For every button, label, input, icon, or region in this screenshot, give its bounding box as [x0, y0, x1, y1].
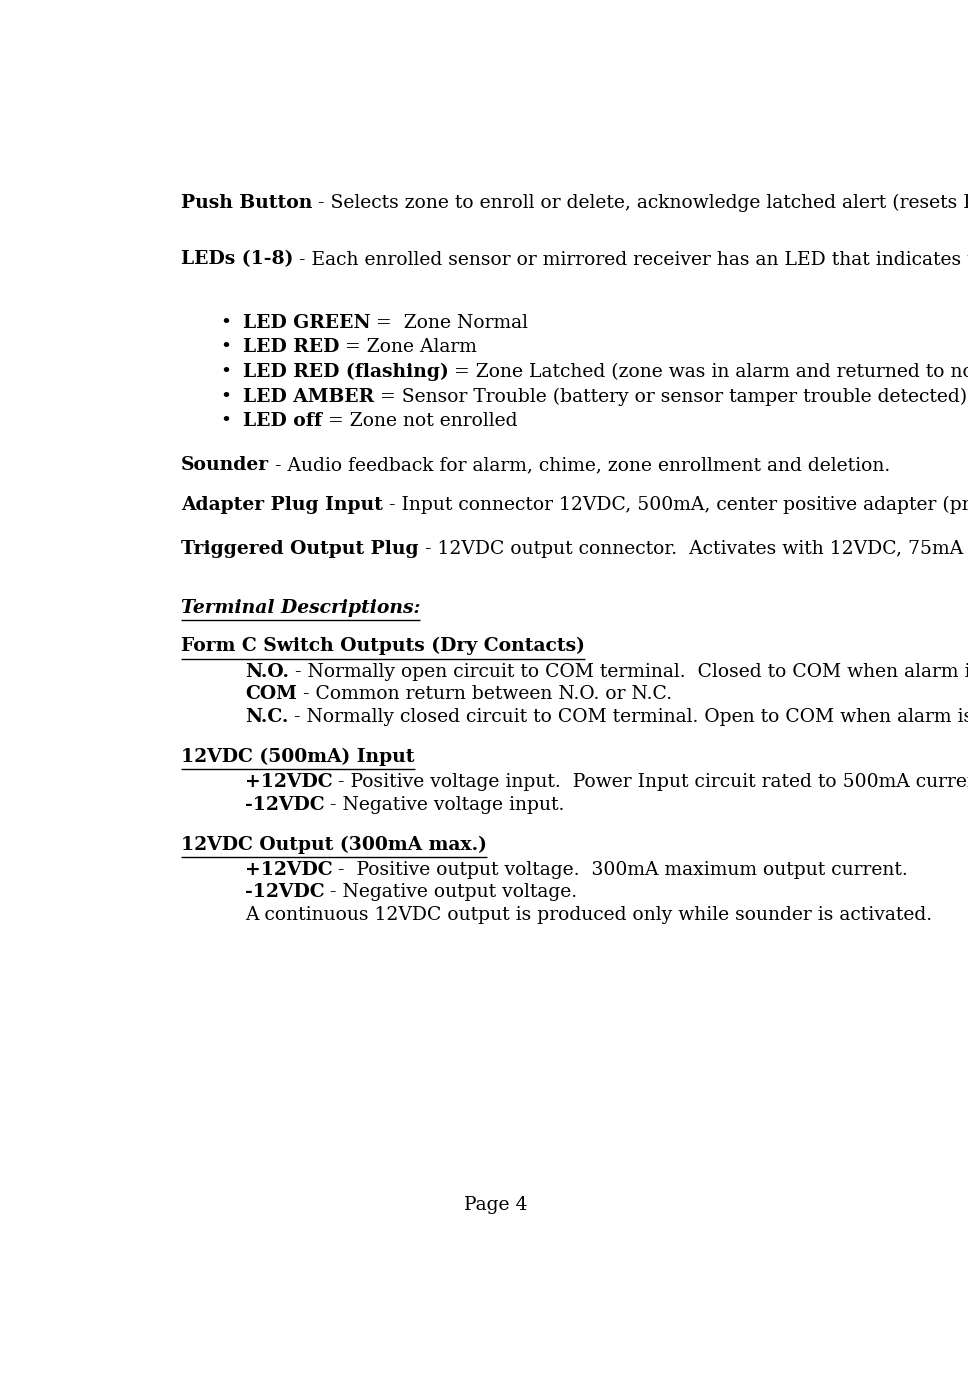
Text: = Zone not enrolled: = Zone not enrolled — [321, 412, 517, 430]
Text: - Selects zone to enroll or delete, acknowledge latched alert (resets LED to GRE: - Selects zone to enroll or delete, ackn… — [313, 193, 968, 211]
Text: LED off: LED off — [243, 412, 321, 430]
Text: Sounder: Sounder — [181, 456, 269, 474]
Text: - Negative output voltage.: - Negative output voltage. — [324, 883, 578, 901]
Text: -  Positive output voltage.  300mA maximum output current.: - Positive output voltage. 300mA maximum… — [332, 861, 908, 879]
Text: - Input connector 12VDC, 500mA, center positive adapter (provided).: - Input connector 12VDC, 500mA, center p… — [383, 495, 968, 515]
Text: Terminal Descriptions:: Terminal Descriptions: — [181, 598, 420, 616]
Text: A continuous 12VDC output is produced only while sounder is activated.: A continuous 12VDC output is produced on… — [245, 906, 932, 924]
Text: LED RED: LED RED — [243, 338, 339, 356]
Text: Form C Switch Outputs (Dry Contacts): Form C Switch Outputs (Dry Contacts) — [181, 637, 585, 655]
Text: Triggered Output Plug: Triggered Output Plug — [181, 540, 418, 558]
Text: - Each enrolled sensor or mirrored receiver has an LED that indicates the curren: - Each enrolled sensor or mirrored recei… — [293, 250, 968, 268]
Text: =  Zone Normal: = Zone Normal — [370, 313, 529, 331]
Text: = Zone Alarm: = Zone Alarm — [339, 338, 477, 356]
Text: - Normally open circuit to COM terminal.  Closed to COM when alarm is triggered.: - Normally open circuit to COM terminal.… — [288, 664, 968, 680]
Text: •: • — [220, 313, 231, 331]
Text: LED RED (flashing): LED RED (flashing) — [243, 363, 448, 381]
Text: -12VDC: -12VDC — [245, 883, 324, 901]
Text: •: • — [220, 388, 231, 406]
Text: COM: COM — [245, 686, 296, 704]
Text: N.O.: N.O. — [245, 664, 288, 680]
Text: - Negative voltage input.: - Negative voltage input. — [324, 796, 564, 814]
Text: = Zone Latched (zone was in alarm and returned to normal): = Zone Latched (zone was in alarm and re… — [448, 363, 968, 381]
Text: •: • — [220, 363, 231, 381]
Text: - Normally closed circuit to COM terminal. Open to COM when alarm is triggered.: - Normally closed circuit to COM termina… — [288, 708, 968, 726]
Text: LED AMBER: LED AMBER — [243, 388, 374, 406]
Text: 12VDC (500mA) Input: 12VDC (500mA) Input — [181, 747, 414, 765]
Text: Adapter Plug Input: Adapter Plug Input — [181, 495, 383, 513]
Text: - Common return between N.O. or N.C.: - Common return between N.O. or N.C. — [296, 686, 672, 704]
Text: - Audio feedback for alarm, chime, zone enrollment and deletion.: - Audio feedback for alarm, chime, zone … — [269, 456, 891, 474]
Text: -12VDC: -12VDC — [245, 796, 324, 814]
Text: •: • — [220, 338, 231, 356]
Text: LED GREEN: LED GREEN — [243, 313, 370, 331]
Text: - Positive voltage input.  Power Input circuit rated to 500mA current.: - Positive voltage input. Power Input ci… — [332, 773, 968, 791]
Text: Page 4: Page 4 — [465, 1196, 528, 1214]
Text: 12VDC Output (300mA max.): 12VDC Output (300mA max.) — [181, 835, 487, 854]
Text: - 12VDC output connector.  Activates with 12VDC, 75mA max. for 3 seconds when zo: - 12VDC output connector. Activates with… — [418, 540, 968, 558]
Text: •: • — [220, 412, 231, 430]
Text: +12VDC: +12VDC — [245, 861, 332, 879]
Text: Push Button: Push Button — [181, 193, 313, 211]
Text: N.C.: N.C. — [245, 708, 288, 726]
Text: = Sensor Trouble (battery or sensor tamper trouble detected): = Sensor Trouble (battery or sensor tamp… — [374, 388, 967, 406]
Text: +12VDC: +12VDC — [245, 773, 332, 791]
Text: LEDs (1-8): LEDs (1-8) — [181, 250, 293, 268]
